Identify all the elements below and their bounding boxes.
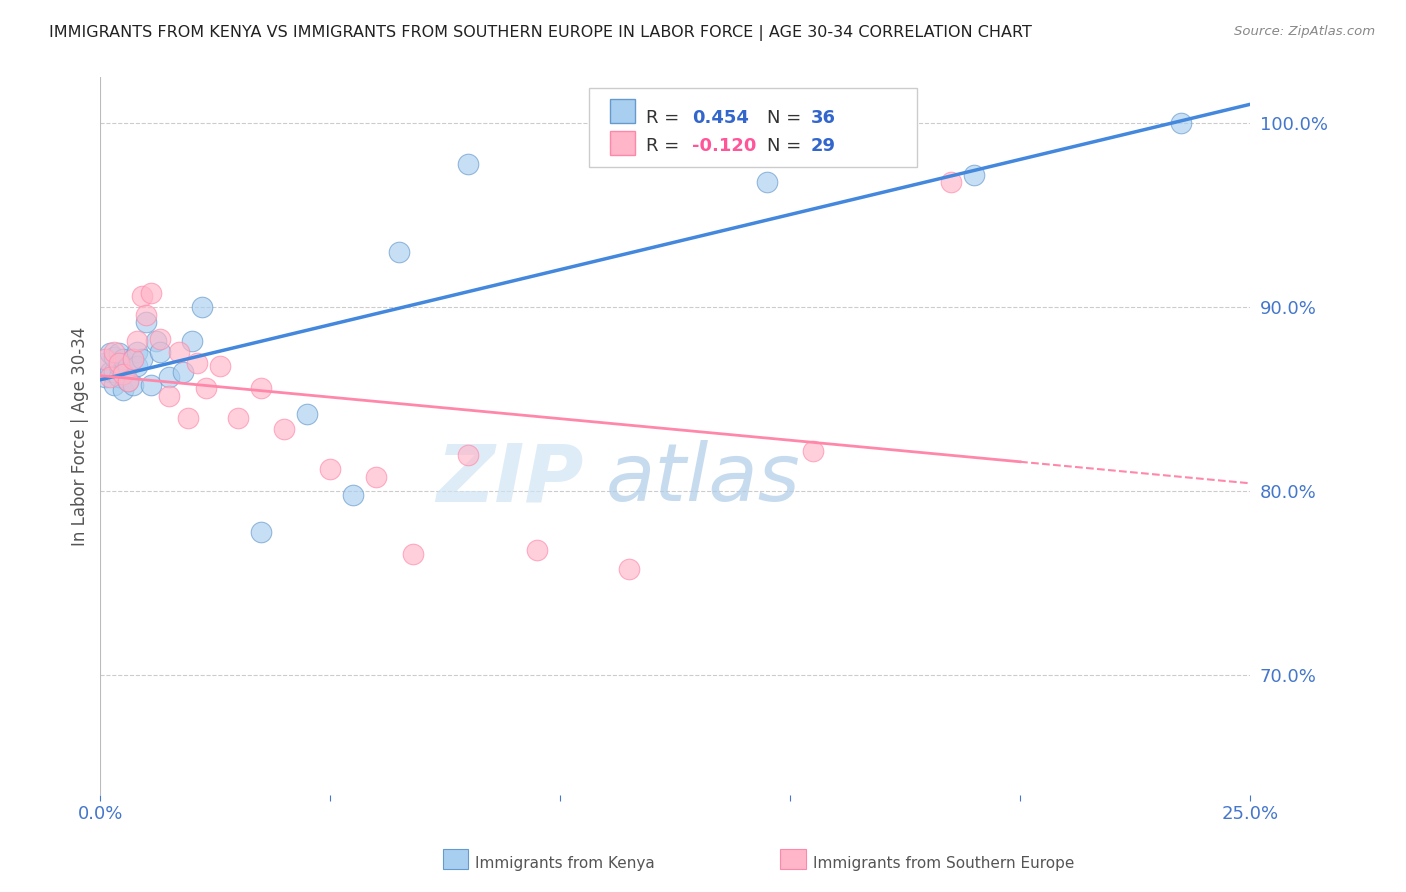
Point bbox=[131, 351, 153, 366]
Point bbox=[94, 351, 117, 366]
Point bbox=[149, 332, 172, 346]
Point bbox=[112, 384, 135, 398]
Point bbox=[457, 157, 479, 171]
Point bbox=[939, 175, 962, 189]
Point bbox=[135, 315, 157, 329]
Point bbox=[107, 346, 129, 360]
Point bbox=[186, 356, 208, 370]
Bar bbox=[780, 849, 806, 869]
Text: Source: ZipAtlas.com: Source: ZipAtlas.com bbox=[1234, 25, 1375, 38]
Y-axis label: In Labor Force | Age 30-34: In Labor Force | Age 30-34 bbox=[72, 326, 89, 546]
Point bbox=[103, 377, 125, 392]
Point bbox=[457, 448, 479, 462]
Point bbox=[167, 344, 190, 359]
Text: R =: R = bbox=[647, 109, 686, 127]
Point bbox=[139, 285, 162, 300]
Point bbox=[98, 365, 121, 379]
Text: N =: N = bbox=[768, 136, 807, 154]
Text: R =: R = bbox=[647, 136, 686, 154]
Point bbox=[963, 168, 986, 182]
Point bbox=[250, 524, 273, 539]
Point bbox=[402, 547, 425, 561]
Point bbox=[112, 367, 135, 381]
Point bbox=[103, 344, 125, 359]
Point bbox=[112, 351, 135, 366]
Point bbox=[121, 351, 143, 366]
Point bbox=[117, 374, 139, 388]
Point bbox=[250, 381, 273, 395]
Point bbox=[319, 462, 342, 476]
Point bbox=[103, 350, 125, 364]
Point bbox=[107, 370, 129, 384]
Text: Immigrants from Southern Europe: Immigrants from Southern Europe bbox=[813, 856, 1074, 871]
Point bbox=[107, 356, 129, 370]
FancyBboxPatch shape bbox=[589, 88, 917, 167]
Bar bbox=[610, 131, 636, 155]
Point bbox=[98, 346, 121, 360]
Point bbox=[117, 374, 139, 388]
Point bbox=[157, 370, 180, 384]
Point bbox=[94, 356, 117, 370]
Text: N =: N = bbox=[768, 109, 807, 127]
Text: Immigrants from Kenya: Immigrants from Kenya bbox=[475, 856, 655, 871]
Point bbox=[1170, 116, 1192, 130]
Point bbox=[756, 175, 779, 189]
Point bbox=[149, 344, 172, 359]
Bar bbox=[610, 100, 636, 123]
Text: IMMIGRANTS FROM KENYA VS IMMIGRANTS FROM SOUTHERN EUROPE IN LABOR FORCE | AGE 30: IMMIGRANTS FROM KENYA VS IMMIGRANTS FROM… bbox=[49, 25, 1032, 41]
Point bbox=[195, 381, 218, 395]
Point bbox=[157, 389, 180, 403]
Text: 29: 29 bbox=[811, 136, 835, 154]
Point bbox=[121, 351, 143, 366]
Point bbox=[619, 562, 641, 576]
Point bbox=[388, 245, 411, 260]
Point bbox=[145, 334, 167, 348]
Point bbox=[112, 365, 135, 379]
Point bbox=[103, 365, 125, 379]
Bar bbox=[443, 849, 468, 869]
Point bbox=[135, 308, 157, 322]
Point bbox=[127, 359, 149, 374]
Point bbox=[297, 407, 319, 421]
Point bbox=[190, 301, 212, 315]
Point bbox=[121, 377, 143, 392]
Point bbox=[273, 422, 295, 436]
Point bbox=[226, 410, 249, 425]
Text: ZIP: ZIP bbox=[436, 441, 583, 518]
Text: atlas: atlas bbox=[606, 441, 801, 518]
Point bbox=[127, 344, 149, 359]
Point bbox=[366, 469, 388, 483]
Text: 0.454: 0.454 bbox=[692, 109, 749, 127]
Point bbox=[181, 334, 204, 348]
Text: -0.120: -0.120 bbox=[692, 136, 756, 154]
Point bbox=[117, 359, 139, 374]
Point bbox=[208, 359, 231, 374]
Point bbox=[801, 444, 824, 458]
Point bbox=[131, 289, 153, 303]
Point bbox=[342, 488, 364, 502]
Point bbox=[526, 543, 548, 558]
Point bbox=[98, 370, 121, 384]
Point bbox=[107, 359, 129, 374]
Point bbox=[177, 410, 200, 425]
Point bbox=[139, 377, 162, 392]
Text: 36: 36 bbox=[811, 109, 835, 127]
Point bbox=[94, 370, 117, 384]
Point bbox=[172, 365, 194, 379]
Point bbox=[127, 334, 149, 348]
